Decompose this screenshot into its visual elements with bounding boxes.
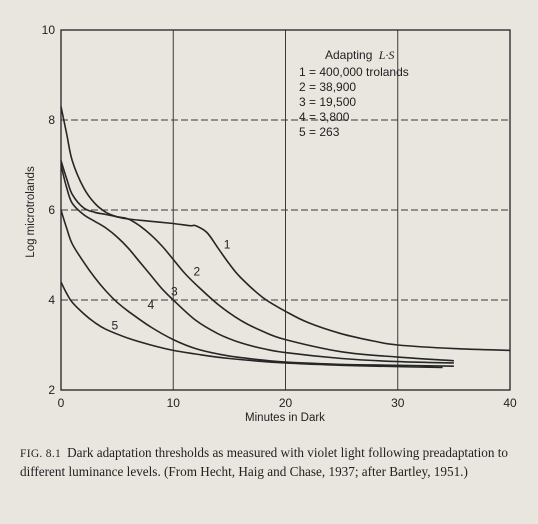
series-4-line	[60, 209, 454, 367]
figure-caption: FIG. 8.1 Dark adaptation thresholds as me…	[20, 444, 520, 481]
legend-title: Adapting L·S	[325, 48, 394, 62]
x-tick-label: 30	[391, 396, 405, 410]
legend-entry: 2 = 38,900	[299, 80, 356, 94]
x-tick-label: 0	[58, 396, 65, 410]
legend-entry: 5 = 263	[299, 125, 340, 139]
curve-labels: 1 2 3 4 5	[112, 237, 231, 332]
legend: Adapting L·S 1 = 400,000 trolands 2 = 38…	[299, 48, 409, 139]
x-tick-label: 20	[279, 396, 293, 410]
y-tick-label: 2	[48, 383, 55, 397]
y-axis-label: Log microtrolands	[25, 166, 37, 258]
series-1-label: 1	[224, 237, 231, 251]
series-3-line	[60, 164, 454, 364]
series-3-label: 3	[171, 285, 178, 299]
chart: 1 2 3 4 5 0 10 20 30 40 2 4 6 8 10 Minutes in Dark Lo…	[25, 23, 517, 424]
caption-text: Dark adaptation thresholds as measured w…	[20, 445, 509, 479]
y-tick-label: 10	[42, 23, 56, 37]
x-tick-label: 40	[503, 396, 517, 410]
y-tick-label: 8	[48, 113, 55, 127]
series-5-line	[60, 281, 443, 369]
x-axis-label: Minutes in Dark	[245, 412, 325, 424]
series-2-line	[60, 160, 454, 362]
tick-labels: 0 10 20 30 40 2 4 6 8 10	[42, 23, 517, 410]
legend-entry: 1 = 400,000 trolands	[299, 65, 409, 79]
series-2-label: 2	[193, 264, 200, 278]
caption-label: FIG. 8.1	[20, 448, 62, 460]
y-tick-label: 6	[48, 203, 55, 217]
x-tick-label: 10	[167, 396, 181, 410]
legend-title-prefix: Adapting	[325, 48, 372, 62]
series-5-label: 5	[112, 318, 119, 332]
grid	[61, 30, 510, 390]
legend-entry: 4 = 3,800	[299, 110, 350, 124]
series-4-label: 4	[147, 298, 154, 312]
legend-entry: 3 = 19,500	[299, 95, 356, 109]
curves	[60, 106, 511, 369]
legend-title-italic: L·S	[378, 48, 395, 62]
series-1-line	[60, 106, 511, 352]
y-tick-label: 4	[48, 293, 55, 307]
